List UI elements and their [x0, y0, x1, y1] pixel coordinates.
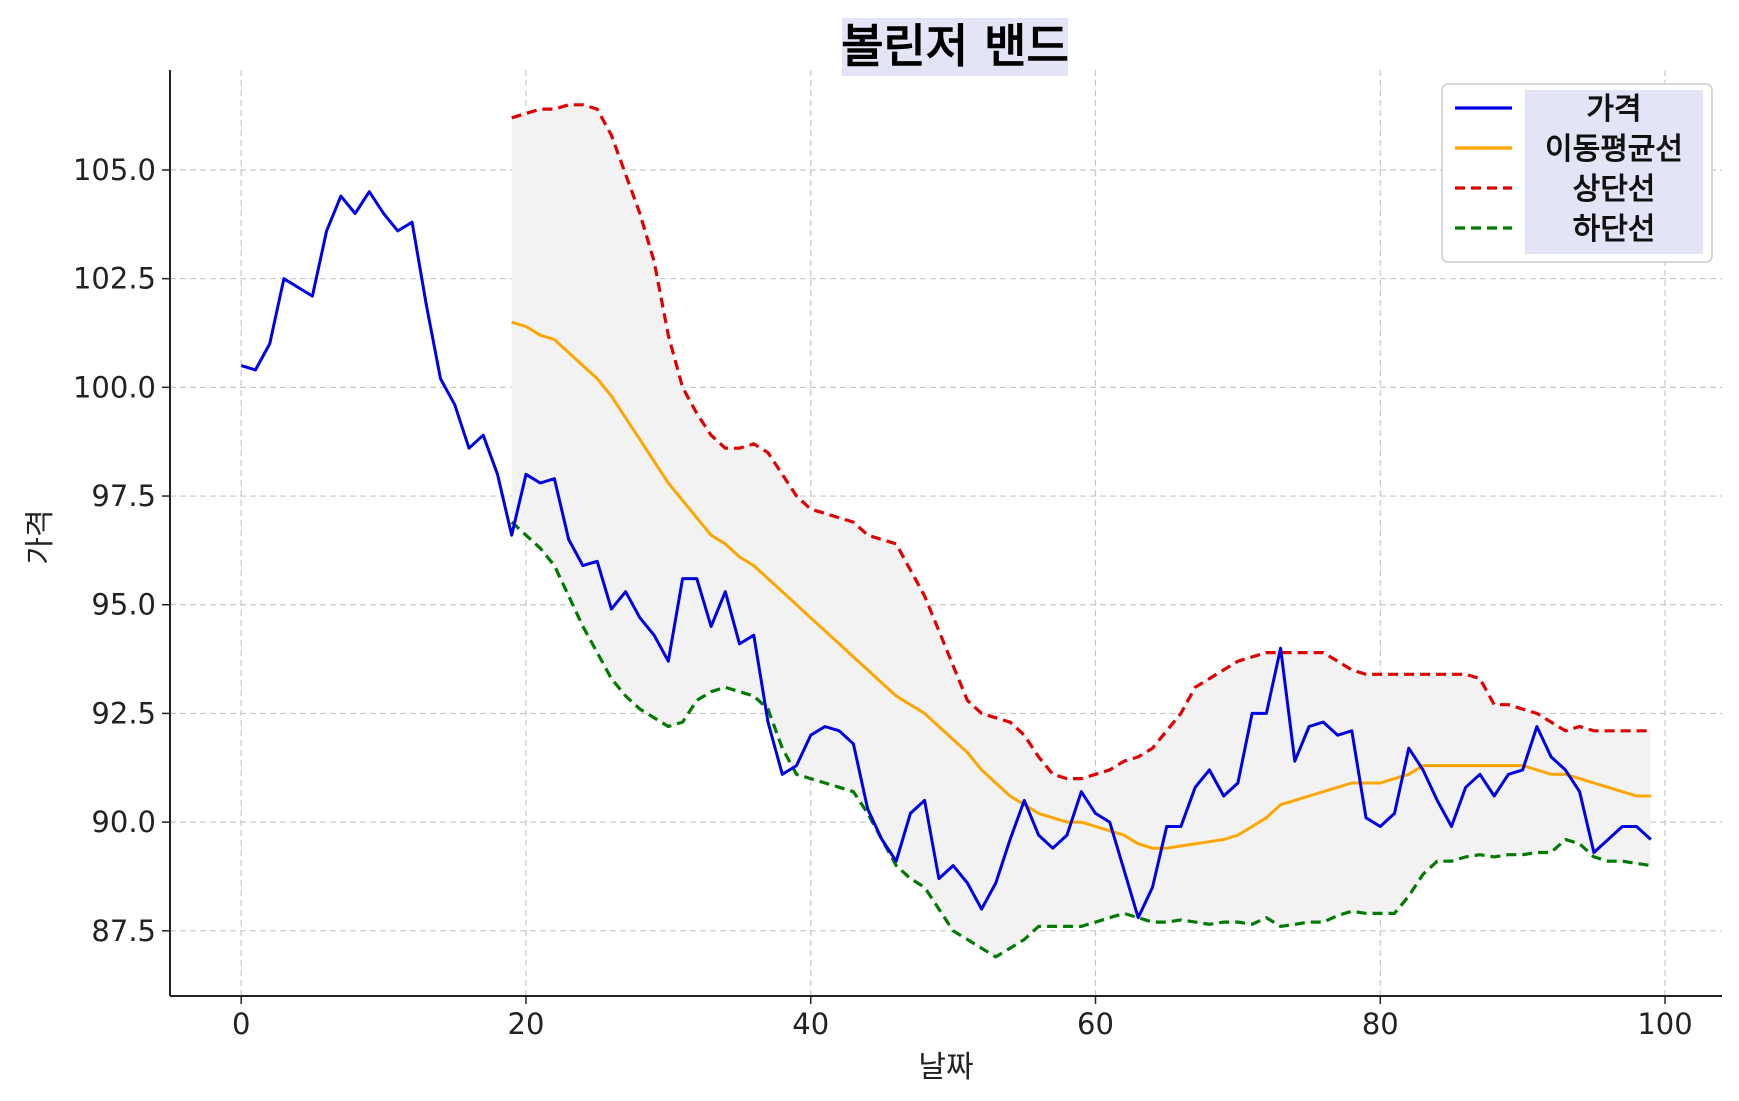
x-tick-label: 80 [1362, 1007, 1399, 1041]
x-tick-label: 0 [232, 1007, 250, 1041]
series-line-price [240, 190, 1652, 920]
y-tick-label: 95.0 [91, 588, 156, 622]
x-tick-label: 60 [1077, 1007, 1114, 1041]
x-tick-label: 20 [508, 1007, 545, 1041]
legend-label-upper: 상단선 [1573, 172, 1656, 207]
series-line-upper [511, 103, 1651, 781]
band-fill [511, 104, 1651, 957]
y-tick-label: 97.5 [91, 479, 156, 513]
y-tick-label: 105.0 [73, 153, 156, 187]
chart-title-background [842, 18, 1068, 76]
axes [169, 70, 1722, 997]
x-tick-label: 100 [1637, 1007, 1692, 1041]
y-tick-label: 90.0 [91, 805, 156, 839]
legend-label-price: 가격 [1586, 92, 1641, 127]
series-line-lower [510, 520, 1652, 959]
y-tick-label: 100.0 [73, 370, 156, 404]
x-tick-label: 40 [792, 1007, 829, 1041]
legend-label-ma: 이동평균선 [1545, 132, 1683, 167]
legend-text-background [1525, 90, 1703, 254]
series-lines [240, 103, 1652, 959]
x-axis-label: 날짜 [918, 1050, 973, 1085]
y-tick-label: 92.5 [91, 696, 156, 730]
y-tick-label: 102.5 [73, 262, 156, 296]
legend-label-lower: 하단선 [1573, 212, 1656, 247]
tick-labels: 0 20 40 60 80 100 87.5 90.0 92.5 95.0 97.5 100.0 102… [73, 153, 1693, 1041]
series-line-ma [511, 320, 1651, 850]
y-axis-label: 가격 [23, 509, 58, 564]
chart-title: 볼린저 밴드 [841, 19, 1069, 73]
y-tick-label: 87.5 [91, 914, 156, 948]
